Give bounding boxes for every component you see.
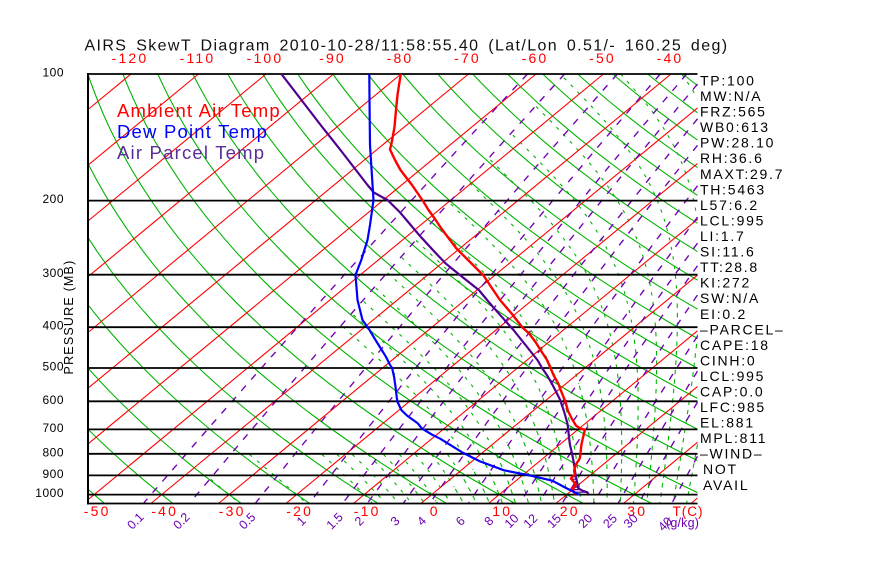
svg-text:-50: -50 [84, 503, 111, 519]
svg-text:MPL:811: MPL:811 [700, 430, 767, 446]
svg-text:500: 500 [42, 360, 64, 374]
svg-text:NOT: NOT [703, 461, 738, 477]
svg-text:MW:N/A: MW:N/A [700, 88, 762, 104]
svg-text:KI:272: KI:272 [700, 275, 751, 291]
svg-text:900: 900 [42, 467, 64, 481]
svg-text:EL:881: EL:881 [700, 415, 755, 431]
svg-text:200: 200 [42, 192, 64, 206]
svg-text:300: 300 [42, 266, 64, 280]
svg-text:-50: -50 [589, 50, 616, 66]
svg-text:600: 600 [42, 393, 64, 407]
svg-text:AIRS SkewT Diagram 2010-10-28/: AIRS SkewT Diagram 2010-10-28/11:58:55.4… [85, 38, 729, 55]
svg-text:CINH:0: CINH:0 [700, 352, 756, 368]
svg-text:-70: -70 [454, 50, 481, 66]
svg-text:Air Parcel Temp: Air Parcel Temp [117, 142, 265, 163]
svg-text:20: 20 [560, 503, 580, 519]
svg-text:CAPE:18: CAPE:18 [700, 337, 770, 353]
svg-text:FRZ:565: FRZ:565 [700, 104, 767, 120]
svg-text:10: 10 [492, 503, 512, 519]
svg-text:-20: -20 [286, 503, 313, 519]
svg-text:CAP:0.0: CAP:0.0 [700, 384, 764, 400]
svg-text:MAXT:29.7: MAXT:29.7 [700, 166, 784, 182]
svg-text:1000: 1000 [35, 486, 64, 500]
svg-text:PRESSURE (MB): PRESSURE (MB) [62, 260, 76, 375]
svg-text:AVAIL: AVAIL [703, 477, 749, 493]
svg-text:-80: -80 [387, 50, 414, 66]
svg-text:-120: -120 [112, 50, 149, 66]
svg-text:–WIND–: –WIND– [700, 446, 763, 462]
svg-text:-90: -90 [319, 50, 346, 66]
svg-text:TT:28.8: TT:28.8 [700, 259, 759, 275]
svg-text:Ambient Air Temp: Ambient Air Temp [117, 100, 281, 121]
svg-text:EI:0.2: EI:0.2 [700, 306, 747, 322]
svg-text:T(C): T(C) [673, 504, 704, 519]
svg-text:SW:N/A: SW:N/A [700, 290, 760, 306]
svg-text:L57:6.2: L57:6.2 [700, 197, 759, 213]
svg-text:–PARCEL–: –PARCEL– [700, 321, 785, 337]
svg-text:-110: -110 [180, 50, 216, 66]
svg-text:100: 100 [42, 66, 64, 80]
svg-text:Dew Point Temp: Dew Point Temp [117, 121, 268, 142]
svg-text:700: 700 [42, 421, 64, 435]
svg-text:-40: -40 [657, 50, 684, 66]
svg-text:LCL:995: LCL:995 [700, 213, 765, 229]
svg-text:TP:100: TP:100 [700, 73, 756, 89]
svg-text:400: 400 [42, 319, 64, 333]
svg-text:-30: -30 [219, 503, 246, 519]
svg-text:LI:1.7: LI:1.7 [700, 228, 746, 244]
svg-text:-60: -60 [522, 50, 549, 66]
svg-text:RH:36.6: RH:36.6 [700, 150, 764, 166]
svg-text:30: 30 [627, 503, 647, 519]
svg-text:-100: -100 [247, 50, 284, 66]
svg-text:PW:28.10: PW:28.10 [700, 135, 775, 151]
svg-text:-40: -40 [151, 503, 178, 519]
svg-text:-10: -10 [354, 503, 381, 519]
svg-text:SI:11.6: SI:11.6 [700, 244, 756, 260]
svg-text:0: 0 [430, 503, 440, 519]
svg-text:LFC:985: LFC:985 [700, 399, 766, 415]
svg-text:WB0:613: WB0:613 [700, 119, 770, 135]
svg-text:LCL:995: LCL:995 [700, 368, 765, 384]
svg-text:800: 800 [42, 445, 64, 459]
svg-text:(g/kg): (g/kg) [666, 516, 699, 530]
svg-text:TH:5463: TH:5463 [700, 181, 766, 197]
